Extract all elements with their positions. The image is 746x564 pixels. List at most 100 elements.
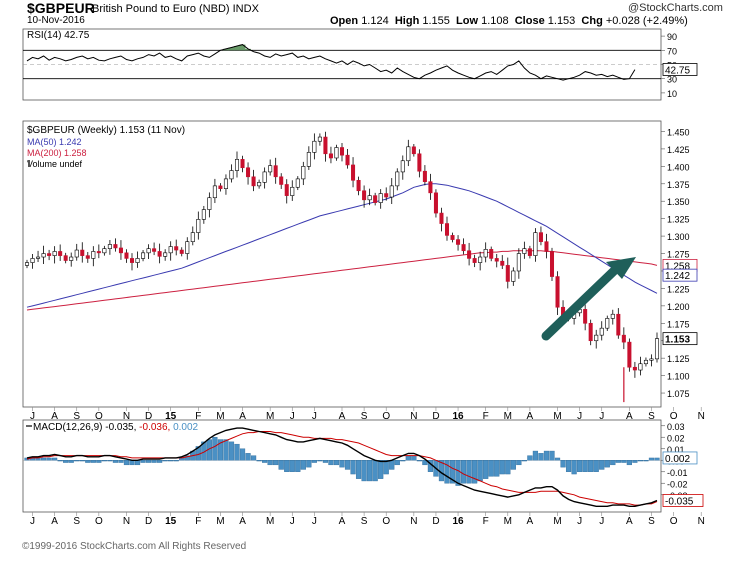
chg-label: Chg [581,15,603,27]
macd-histogram-bar [63,460,69,463]
candle-body [373,195,378,203]
candle-body [63,255,68,261]
macd-ytick-label: -0.01 [667,468,688,478]
macd-histogram-bar [488,460,494,477]
price-xaxis-label: S [648,411,655,422]
candle-body [251,176,256,187]
macd-xaxis-label: J [599,516,604,527]
price-ytick-label: 1.450 [667,127,690,137]
candle-body [96,251,101,254]
candle-body [538,232,543,242]
macd-histogram-bar [228,441,235,461]
candle-body [439,212,444,224]
price-xaxis-label: M [504,411,512,422]
instrument-name: British Pound to Euro (NBD) INDX [92,3,259,15]
candle-body [605,318,610,329]
price-ytick-label: 1.300 [667,232,690,242]
candle-body [505,265,510,282]
candle-body [444,223,450,236]
macd-histogram-bar [637,460,644,462]
macd-histogram-bar [151,460,157,463]
macd-histogram-bar [560,460,566,468]
candle-body [85,255,90,259]
rsi-line [26,44,636,81]
macd-xaxis-label: N [410,516,417,527]
candle-body [135,258,140,263]
candle-body [306,152,311,167]
macd-histogram-bar [107,460,113,462]
macd-histogram-bar [184,455,190,461]
macd-histogram-bar [549,450,555,461]
macd-histogram-bar [52,457,58,461]
macd-histogram-bar [405,455,411,461]
volume-legend: Volume undef [27,159,83,169]
candle-body [461,244,466,252]
ma50-last-value-box [662,268,698,282]
candle-body [190,232,195,242]
macd-hist-last-value-box [662,451,698,465]
macd-histogram-bar [333,460,340,466]
symbol-title: $GBPEUR [27,0,95,16]
site-brand[interactable]: @StockCharts.com [628,2,723,14]
macd-xaxis-label: F [195,516,201,527]
candle-body [478,256,483,263]
macd-histogram-bar [582,460,588,472]
price-last-value: 1.153 [665,335,690,346]
macd-histogram-bar [339,460,345,468]
price-ytick-label: 1.175 [667,319,690,329]
candle-body [467,250,472,259]
macd-xaxis-label: S [361,516,368,527]
candle-body [52,251,57,256]
macd-histogram-bar [79,460,85,462]
macd-histogram-bar [118,460,124,463]
open-value: 1.124 [361,15,389,27]
candle-body [544,241,549,252]
macd-histogram-bar [532,450,539,461]
price-xaxis-label: J [577,411,582,422]
macd-histogram-bar [372,460,378,482]
macd-xaxis-label: J [290,516,295,527]
candle-body [24,262,30,266]
candle-body [41,253,46,258]
candle-body [257,182,262,187]
macd-xaxis-label: O [670,516,678,527]
candle-body [174,246,179,251]
macd-xaxis-label: O [382,516,390,527]
macd-histogram-bar [416,460,422,462]
low-label: Low [456,15,479,27]
macd-histogram-bar [466,460,472,484]
macd-histogram-bar [505,460,511,475]
candle-body [301,166,306,180]
macd-histogram-bar [593,460,599,472]
trend-arrow-head [606,257,636,279]
candle-body [555,276,560,308]
candle-body [246,167,251,178]
candle-body [632,366,637,371]
candle-body [207,197,212,210]
macd-signal-legend: -0.036, [139,422,173,433]
macd-histogram-bar [565,460,572,472]
macd-histogram-bar [444,460,450,484]
macd-xaxis-label: A [51,516,58,527]
macd-histogram-bar [328,460,334,466]
macd-histogram-bar [499,460,505,475]
macd-histogram-bar [394,460,400,466]
macd-histogram-bar [267,460,273,466]
candle-body [356,179,361,192]
candle-body [389,185,394,198]
macd-xaxis-label: N [698,516,705,527]
candle-body [124,252,129,259]
candle-body [152,248,157,252]
rsi-overbought-fill [228,47,235,51]
macd-histogram-bar [57,460,63,462]
ma50-legend: MA(50) 1.242 [27,137,82,147]
macd-hist-legend: 0.002 [173,422,198,433]
candle-body [599,327,604,336]
candle-body [583,309,588,324]
macd-histogram-bar [112,460,119,463]
candle-body [223,178,228,189]
price-panel-frame [22,120,662,408]
candle-body [621,334,626,343]
rsi-ytick-label: 70 [667,46,677,56]
